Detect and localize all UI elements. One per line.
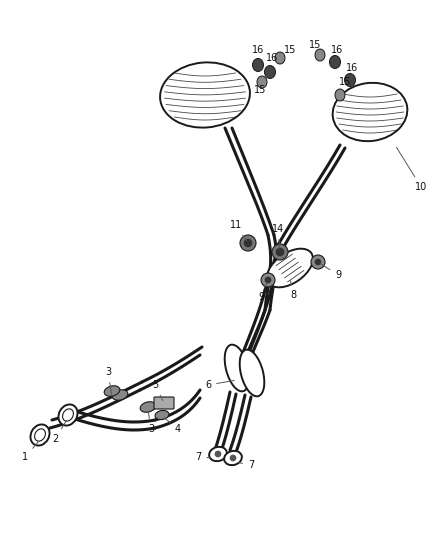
Text: 16: 16 [346, 63, 358, 73]
Ellipse shape [230, 456, 236, 461]
Ellipse shape [31, 424, 49, 446]
Ellipse shape [160, 62, 250, 127]
Ellipse shape [215, 451, 220, 456]
Text: 16: 16 [266, 53, 278, 63]
Text: 9: 9 [320, 263, 341, 280]
Ellipse shape [257, 76, 267, 88]
Ellipse shape [265, 66, 276, 78]
Ellipse shape [58, 405, 78, 425]
Ellipse shape [335, 89, 345, 101]
Ellipse shape [332, 83, 407, 141]
Text: 4: 4 [164, 418, 181, 434]
Ellipse shape [35, 429, 46, 441]
Text: 3: 3 [148, 413, 154, 434]
Ellipse shape [63, 409, 74, 421]
Ellipse shape [272, 244, 288, 260]
Ellipse shape [224, 451, 242, 465]
Text: 11: 11 [230, 220, 247, 241]
Ellipse shape [275, 52, 285, 64]
Ellipse shape [267, 249, 313, 287]
Ellipse shape [240, 235, 256, 251]
Text: 15: 15 [309, 40, 321, 50]
Ellipse shape [345, 74, 356, 86]
Text: 5: 5 [152, 380, 163, 400]
Ellipse shape [261, 273, 275, 287]
Text: 15: 15 [284, 45, 296, 55]
Text: 9: 9 [258, 282, 267, 302]
Text: 14: 14 [272, 224, 284, 249]
FancyBboxPatch shape [154, 397, 174, 409]
Ellipse shape [244, 239, 251, 246]
Ellipse shape [265, 278, 271, 282]
Ellipse shape [140, 402, 156, 412]
Ellipse shape [225, 345, 249, 391]
Text: 3: 3 [105, 367, 112, 394]
Ellipse shape [155, 410, 169, 419]
Ellipse shape [329, 55, 340, 69]
Text: 1: 1 [22, 442, 38, 462]
Text: 15: 15 [254, 85, 266, 95]
Text: 7: 7 [195, 452, 210, 462]
Ellipse shape [240, 350, 264, 397]
Ellipse shape [209, 447, 227, 461]
Ellipse shape [104, 386, 120, 396]
Text: 2: 2 [52, 421, 67, 444]
Text: 15: 15 [339, 77, 351, 87]
Ellipse shape [311, 255, 325, 269]
Text: 6: 6 [205, 380, 234, 390]
Text: 8: 8 [290, 281, 296, 300]
Ellipse shape [252, 59, 264, 71]
Text: 7: 7 [238, 460, 254, 470]
Ellipse shape [315, 49, 325, 61]
Text: 16: 16 [252, 45, 264, 55]
Ellipse shape [112, 390, 128, 400]
Text: 16: 16 [331, 45, 343, 55]
Text: 10: 10 [396, 147, 427, 192]
Ellipse shape [315, 260, 321, 264]
Ellipse shape [276, 248, 283, 255]
